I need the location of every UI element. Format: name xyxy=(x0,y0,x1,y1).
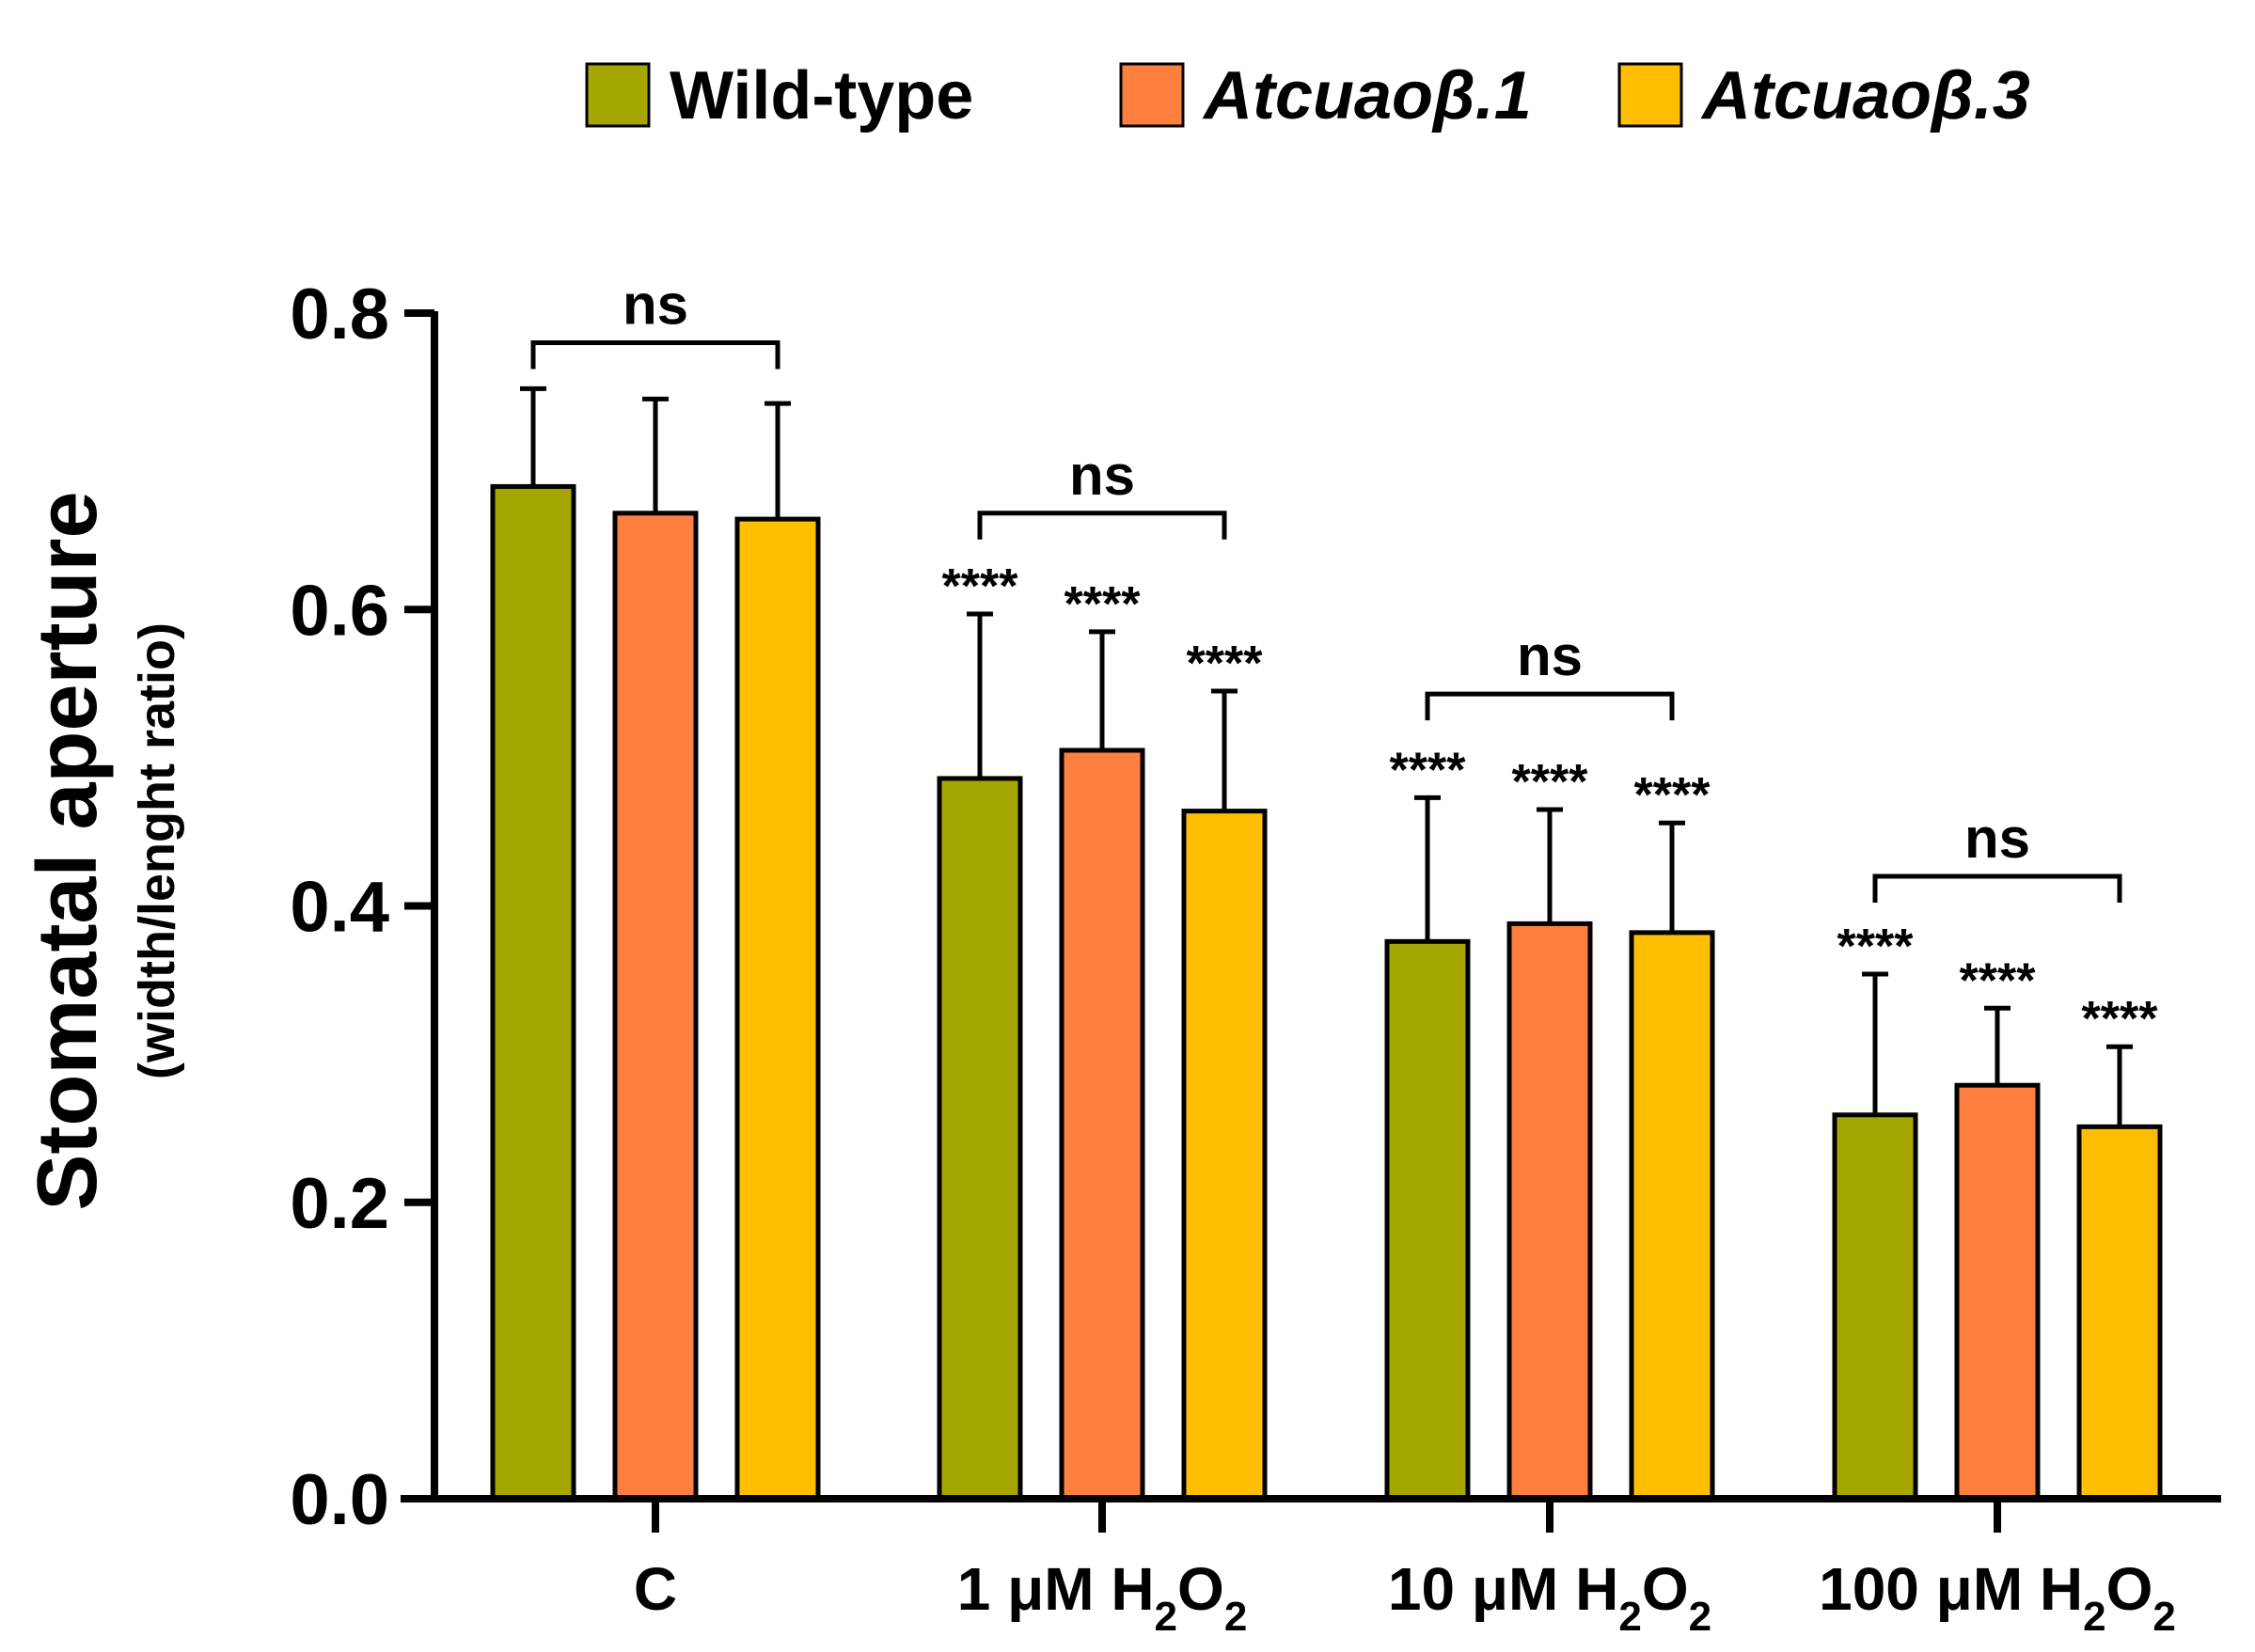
bracket xyxy=(1425,691,1675,721)
significance-label: **** xyxy=(1837,920,1915,974)
y-tick-label: 0.8 xyxy=(290,275,389,354)
bar xyxy=(612,511,699,1502)
legend-swatch xyxy=(1617,62,1683,128)
significance-label: **** xyxy=(1960,953,2037,1008)
bars xyxy=(490,483,2163,1502)
y-tick-label: 0.2 xyxy=(290,1164,389,1244)
legend-swatch xyxy=(585,62,651,128)
x-tick-label: 10 μM H2O2 xyxy=(1388,1555,1711,1640)
x-tick-label: 100 μM H2O2 xyxy=(1819,1555,2176,1640)
significance-labels: **** **** **** **** **** **** **** **** **** xyxy=(942,559,2159,1046)
bracket-label: ns xyxy=(1964,807,2030,870)
bracket xyxy=(1872,873,2122,903)
legend-label: Atcuaoβ.3 xyxy=(1700,58,2030,134)
bar xyxy=(1181,809,1268,1502)
legend: Wild-type Atcuaoβ.1 Atcuaoβ.3 xyxy=(585,58,2030,134)
significance-label: **** xyxy=(1512,755,1589,810)
bar xyxy=(1629,930,1715,1502)
significance-label: **** xyxy=(2082,992,2159,1046)
bar xyxy=(937,776,1023,1502)
y-tick-label: 0.6 xyxy=(290,571,389,651)
significance-label: **** xyxy=(1064,577,1142,632)
x-tick-label: 1 μM H2O2 xyxy=(957,1555,1248,1640)
y-axis-subtitle: (width/lenght ratio) xyxy=(129,622,185,1079)
significance-label: **** xyxy=(1390,743,1467,797)
bracket xyxy=(977,511,1227,540)
bar xyxy=(2076,1124,2163,1502)
bracket xyxy=(530,340,781,370)
bar xyxy=(734,516,821,1502)
significance-label: **** xyxy=(1187,637,1264,691)
bracket-label: ns xyxy=(1069,444,1135,507)
bar xyxy=(1506,920,1593,1502)
bracket-label: ns xyxy=(623,274,688,337)
legend-swatch xyxy=(1119,62,1185,128)
comparison-brackets: ns ns ns ns xyxy=(530,274,2122,903)
y-axis: 0.0 0.2 0.4 0.6 0.8 xyxy=(290,275,438,1540)
bar xyxy=(490,483,576,1502)
y-axis-label: Stomatal aperture (width/lenght ratio) xyxy=(21,491,185,1210)
x-tick-label: C xyxy=(634,1555,677,1623)
bar xyxy=(1059,747,1145,1502)
bracket-label: ns xyxy=(1517,624,1583,687)
bar xyxy=(1384,938,1471,1502)
error-bars xyxy=(520,385,2133,1127)
legend-label: Atcuaoβ.1 xyxy=(1202,58,1532,134)
y-axis-title: Stomatal aperture xyxy=(21,491,115,1210)
significance-label: **** xyxy=(942,559,1019,614)
bar xyxy=(1832,1112,1918,1502)
y-tick-label: 0.0 xyxy=(290,1460,389,1540)
bar xyxy=(1954,1082,2041,1502)
legend-label: Wild-type xyxy=(670,58,973,134)
significance-label: **** xyxy=(1634,768,1711,823)
x-axis: C 1 μM H2O2 10 μM H2O2 100 μM H2O2 xyxy=(401,1495,2221,1640)
y-tick-label: 0.4 xyxy=(290,868,389,948)
